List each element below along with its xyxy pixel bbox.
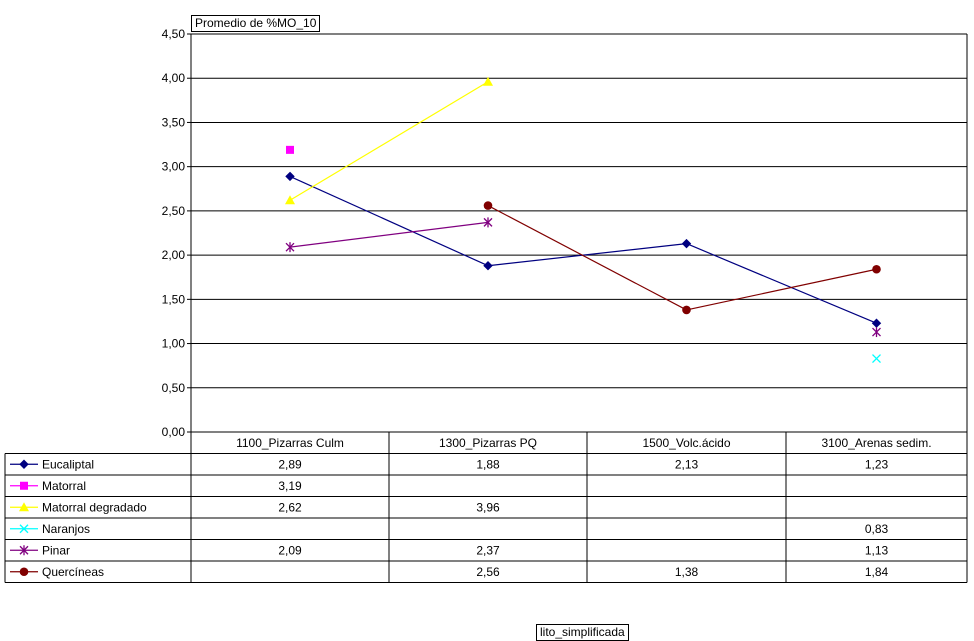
data-label: 1,23 [865, 457, 889, 471]
data-point [872, 327, 881, 338]
legend-key-marker [19, 545, 29, 556]
legend-key-marker [19, 524, 29, 534]
data-label: 2,37 [476, 543, 500, 557]
series-name: Naranjos [42, 522, 90, 536]
triangle-marker [285, 195, 295, 205]
data-label: 1,88 [476, 457, 500, 471]
chart-title[interactable]: Promedio de %MO_10 [191, 15, 321, 32]
x-axis-field-label[interactable]: lito_simplificada [536, 624, 629, 641]
data-label: 3,96 [476, 500, 500, 514]
square-marker [20, 481, 28, 490]
diamond-marker [285, 171, 295, 182]
legend-key [10, 567, 38, 577]
data-label: 1,13 [865, 543, 889, 557]
legend-key [10, 481, 38, 490]
legend-key [10, 502, 38, 512]
y-tick-label: 3,00 [162, 160, 186, 174]
legend-key [10, 524, 38, 534]
series-line-segment [289, 221, 489, 248]
data-point [285, 242, 295, 253]
legend-key [10, 459, 38, 469]
category-header: 3100_Arenas sedim. [821, 436, 931, 450]
legend-key-marker [19, 567, 29, 577]
diamond-marker [681, 238, 692, 249]
y-tick-label: 1,00 [162, 337, 186, 351]
y-tick-label: 3,50 [162, 115, 186, 129]
data-label: 2,13 [675, 457, 699, 471]
category-header: 1300_Pizarras PQ [439, 436, 537, 450]
square-marker [286, 145, 294, 154]
triangle-marker [483, 76, 493, 86]
data-point [682, 305, 691, 315]
data-point [872, 354, 881, 364]
series-line-segment [686, 243, 877, 324]
data-label: 0,83 [865, 522, 889, 536]
series-name: Matorral [42, 479, 86, 493]
data-point [483, 217, 493, 228]
data-point [483, 76, 493, 86]
x-marker [872, 354, 881, 364]
data-label: 2,56 [476, 565, 500, 579]
data-point [681, 238, 692, 249]
series-name: Matorral degradado [42, 500, 147, 514]
series-line-segment [487, 205, 687, 311]
data-label: 1,84 [865, 565, 889, 579]
data-label: 1,38 [675, 565, 699, 579]
y-tick-label: 0,50 [162, 381, 186, 395]
circle-marker [872, 264, 881, 274]
data-point [483, 261, 493, 271]
data-point [871, 318, 882, 328]
legend-key-marker [19, 502, 29, 512]
series-line-segment [289, 175, 489, 267]
legend-key [10, 545, 38, 556]
series-lines [285, 76, 882, 364]
data-label: 2,62 [278, 500, 302, 514]
series-line-segment [686, 268, 877, 311]
data-point [483, 201, 493, 210]
data-label: 2,09 [278, 543, 302, 557]
y-tick-label: 2,00 [162, 248, 186, 262]
data-point [285, 171, 295, 182]
data-label: 2,89 [278, 457, 302, 471]
y-tick-label: 4,50 [162, 27, 186, 41]
circle-marker [483, 201, 493, 210]
legend-key-marker [19, 459, 29, 469]
series-name: Pinar [42, 543, 70, 557]
series-line-segment [487, 243, 687, 267]
y-tick-label: 1,50 [162, 292, 186, 306]
diamond-marker [871, 318, 882, 328]
y-tick-label: 2,50 [162, 204, 186, 218]
y-tick-label: 0,00 [162, 425, 186, 439]
triangle-marker [19, 502, 29, 512]
y-tick-label: 4,00 [162, 71, 186, 85]
data-point [286, 145, 294, 154]
series-name: Eucaliptal [42, 457, 94, 471]
data-point [872, 264, 881, 274]
data-table: 1100_Pizarras Culm 1300_Pizarras PQ 1500_V… [4, 431, 968, 583]
grid-lines [187, 33, 968, 433]
circle-marker [19, 567, 29, 577]
diamond-marker [19, 459, 29, 469]
circle-marker [682, 305, 691, 315]
data-point [285, 195, 295, 205]
x-marker [19, 524, 29, 534]
diamond-marker [483, 261, 493, 271]
data-label: 3,19 [278, 479, 302, 493]
series-line-segment [289, 81, 489, 201]
category-header: 1100_Pizarras Culm [236, 436, 344, 450]
y-axis-ticks: 0,00 0,50 1,00 1,50 2,00 2,50 3,00 3,50 4,00 4,50 [162, 27, 186, 439]
category-header: 1500_Volc.ácido [642, 436, 730, 450]
legend-key-marker [20, 481, 28, 490]
series-name: Quercíneas [42, 565, 104, 579]
